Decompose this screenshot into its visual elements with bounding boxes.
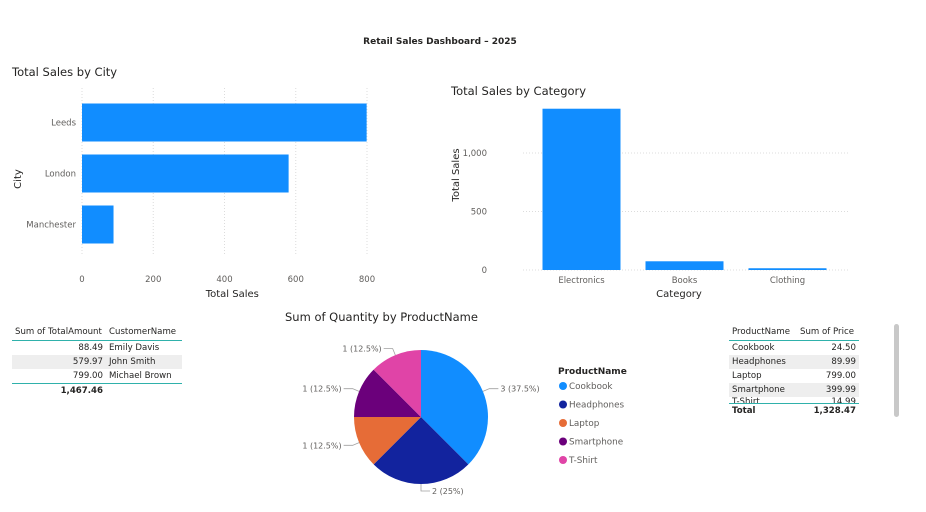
x-tick-label: 0 (79, 275, 84, 285)
x-tick-label: Electronics (558, 276, 605, 286)
amount-cell: 799.00 (72, 371, 103, 381)
customer-cell: Emily Davis (109, 343, 160, 353)
price-cell-text: 14.99 (831, 397, 856, 403)
customer-table: Sum of TotalAmount CustomerName 88.49 Em… (12, 323, 182, 398)
product-table: ProductName Sum of Price Cookbook 24.50 … (729, 323, 859, 418)
column-header-total-amount[interactable]: Sum of TotalAmount (15, 326, 102, 337)
amount-cell: 88.49 (78, 343, 103, 353)
column-header-customer-name[interactable]: CustomerName (109, 326, 177, 337)
leader-line (482, 388, 499, 392)
pie-slice (354, 417, 421, 465)
vertical-scrollbar[interactable] (894, 324, 899, 417)
data-label: 1 (12.5%) (302, 385, 341, 394)
legend-item: Laptop (569, 419, 600, 429)
legend-marker (559, 382, 567, 390)
bar (542, 108, 621, 270)
legend-marker (559, 456, 567, 464)
price-cell: 14.99 (797, 397, 859, 404)
pie-slice (373, 350, 421, 417)
pie-chart-title: Sum of Quantity by ProductName (285, 310, 478, 324)
x-axis-title: Total Sales (205, 289, 259, 300)
price-cell: 89.99 (831, 357, 856, 367)
table-row[interactable]: Laptop 799.00 (729, 369, 859, 383)
column-header-product-name[interactable]: ProductName (732, 326, 790, 337)
total-label-cell: Total (732, 406, 756, 416)
amount-cell: 579.97 (72, 357, 103, 367)
total-amount-cell: 1,467.46 (60, 386, 103, 396)
leader-line (343, 442, 360, 446)
column-header-sum-of-price[interactable]: Sum of Price (800, 326, 854, 337)
sales-by-category-chart[interactable]: 0 500 1,000 Electronics Books Clothing Categor… (440, 100, 880, 305)
leader-line (343, 388, 360, 392)
data-label: 3 (37.5%) (500, 385, 539, 394)
product-cell-text: T-Shirt (732, 397, 760, 403)
y-tick-label: Leeds (51, 119, 76, 129)
bar (748, 268, 827, 270)
legend-title: ProductName (558, 367, 627, 377)
bar (82, 103, 367, 142)
data-label: 1 (12.5%) (342, 345, 381, 354)
legend-marker (559, 437, 567, 446)
price-cell: 24.50 (831, 343, 856, 353)
product-table-visual: ProductName Sum of Price Cookbook 24.50 … (729, 323, 859, 418)
category-chart-title: Total Sales by Category (451, 84, 587, 98)
x-tick-label: Books (672, 276, 698, 286)
bar (82, 154, 289, 193)
y-tick-label: Manchester (26, 221, 76, 231)
total-row: 1,467.46 (12, 383, 182, 399)
x-tick-label: 400 (216, 275, 232, 285)
y-tick-label: 0 (482, 266, 487, 276)
table-row[interactable]: Smartphone 399.99 (729, 383, 859, 397)
customer-table-visual: Sum of TotalAmount CustomerName 88.49 Em… (12, 323, 182, 398)
city-chart-title: Total Sales by City (12, 65, 118, 79)
leader-line (420, 484, 430, 492)
table-row[interactable]: 579.97 John Smith (12, 355, 182, 369)
table-row[interactable]: T-Shirt 14.99 (729, 397, 859, 404)
bar (645, 261, 724, 270)
total-blank-cell (106, 384, 182, 399)
table-row[interactable]: Headphones 89.99 (729, 355, 859, 369)
customer-cell: Michael Brown (109, 371, 172, 381)
product-cell: Headphones (732, 357, 786, 367)
table-row[interactable]: 88.49 Emily Davis (12, 341, 182, 356)
y-tick-label: 1,000 (463, 149, 487, 159)
total-price-cell: 1,328.47 (813, 406, 856, 416)
leader-line (383, 348, 396, 356)
legend-item: Cookbook (569, 382, 613, 392)
x-tick-label: Clothing (770, 276, 805, 286)
pie-slice (373, 417, 469, 484)
x-axis-title: Category (656, 289, 702, 300)
customer-cell: John Smith (109, 357, 156, 367)
legend-marker (559, 400, 567, 409)
sales-by-city-chart[interactable]: 0 200 400 600 800 Leeds London Manchester Total … (0, 82, 420, 302)
table-row[interactable]: 799.00 Michael Brown (12, 369, 182, 384)
y-tick-label: 500 (471, 208, 487, 218)
legend-item: T-Shirt (568, 456, 598, 466)
data-label: 1 (12.5%) (302, 441, 341, 450)
legend-marker (559, 419, 567, 427)
price-cell: 799.00 (825, 371, 856, 381)
data-label: 2 (25%) (432, 487, 464, 496)
y-axis-title: Total Sales (451, 148, 462, 202)
product-cell: Cookbook (732, 343, 775, 353)
table-row[interactable]: Cookbook 24.50 (729, 341, 859, 356)
x-tick-label: 800 (359, 275, 375, 285)
pie-slice (421, 350, 488, 465)
y-axis-title: City (13, 169, 24, 189)
pie-slice (354, 369, 421, 417)
price-cell: 399.99 (825, 385, 856, 395)
product-cell: Smartphone (732, 385, 785, 395)
x-tick-label: 200 (145, 275, 161, 285)
product-cell: Laptop (732, 371, 762, 381)
legend-item: Smartphone (569, 438, 623, 448)
legend-item: Headphones (569, 401, 625, 411)
quantity-by-product-pie-chart[interactable]: 3 (37.5%) 2 (25%) 1 (12.5%) 1 (12.5%) 1 (12.… (290, 330, 650, 505)
dashboard-title: Retail Sales Dashboard – 2025 (363, 37, 517, 47)
x-tick-label: 600 (288, 275, 304, 285)
bar (82, 205, 114, 244)
total-row: Total 1,328.47 (729, 403, 859, 419)
product-cell: T-Shirt (729, 397, 797, 404)
y-tick-label: London (45, 170, 76, 180)
